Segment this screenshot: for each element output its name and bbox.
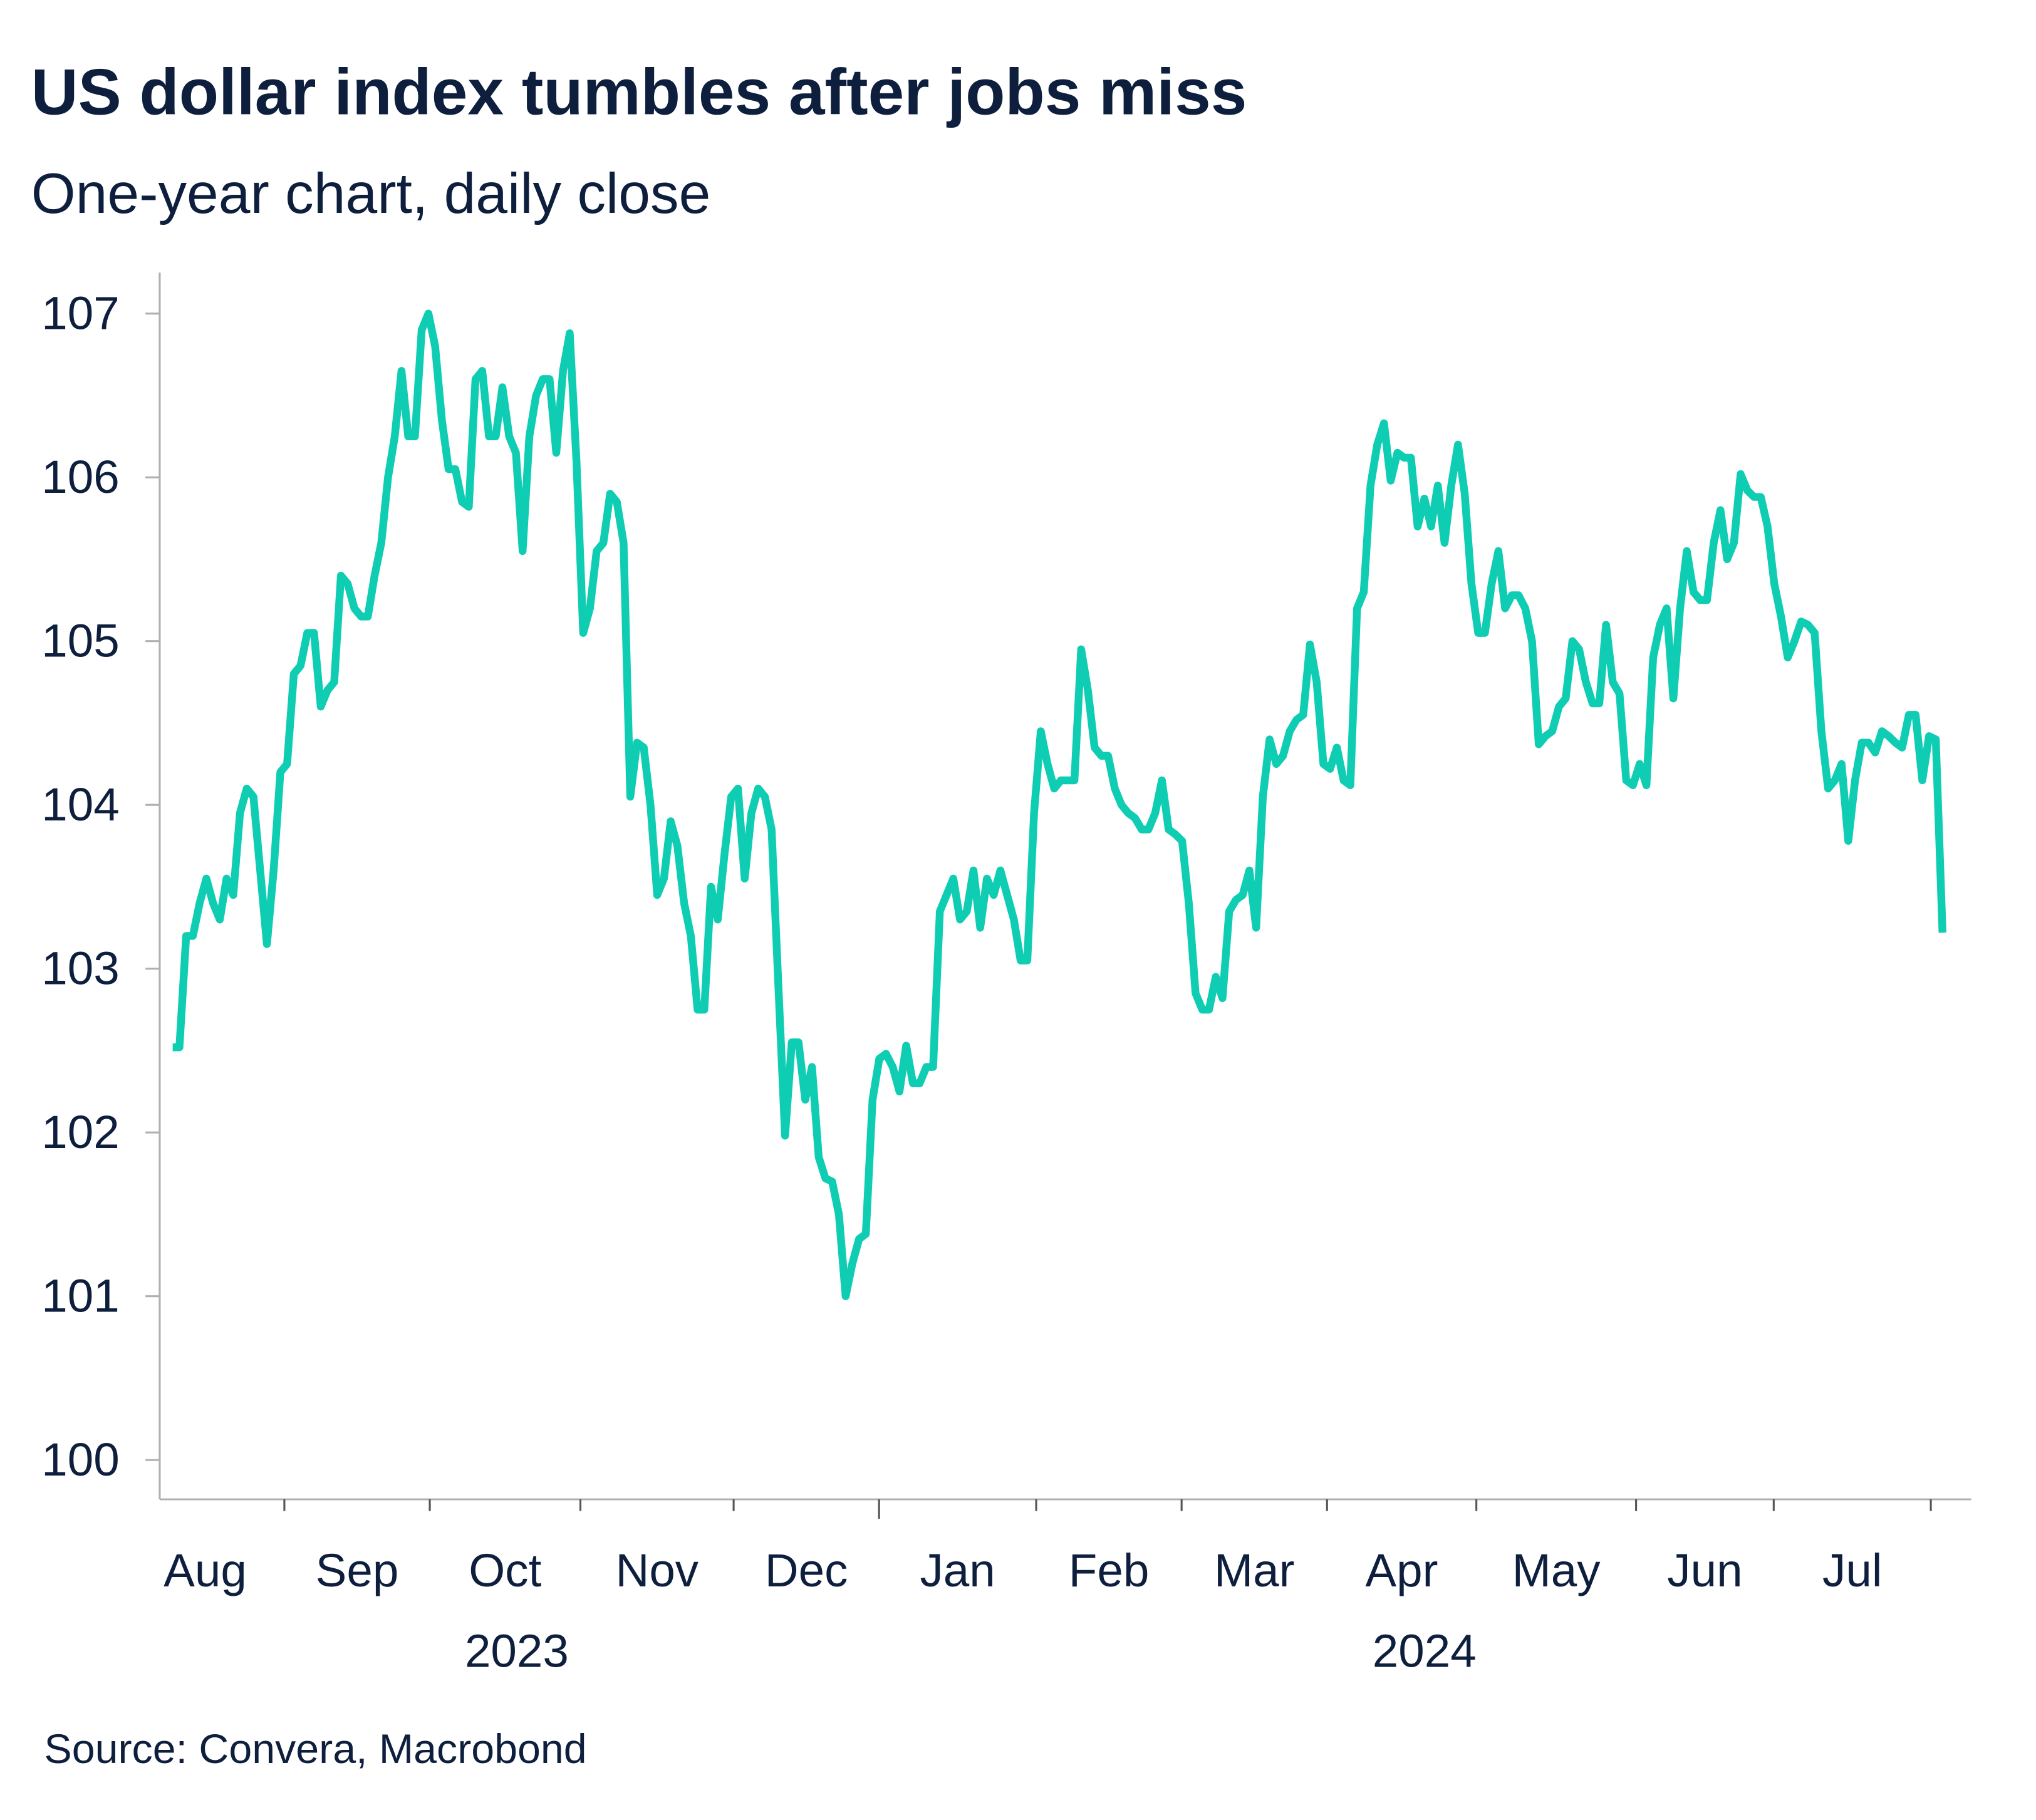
chart-title: US dollar index tumbles after jobs miss bbox=[31, 55, 1247, 128]
y-tick-label: 100 bbox=[41, 1433, 119, 1486]
x-tick-label: Aug bbox=[164, 1544, 247, 1596]
y-tick-label: 106 bbox=[41, 450, 119, 503]
source-note: Source: Convera, Macrobond bbox=[44, 1726, 586, 1772]
x-tick-label: Oct bbox=[469, 1544, 541, 1596]
data-line bbox=[172, 309, 1946, 1300]
x-tick-label: Sep bbox=[316, 1544, 399, 1596]
chart-subtitle: One-year chart, daily close bbox=[31, 162, 711, 225]
y-tick-label: 102 bbox=[41, 1105, 119, 1158]
y-tick-label: 101 bbox=[41, 1269, 119, 1322]
x-tick-label: Jul bbox=[1822, 1544, 1882, 1596]
x-tick-label: Jun bbox=[1667, 1544, 1742, 1596]
x-tick-label: Mar bbox=[1214, 1544, 1295, 1596]
x-tick-label: Jan bbox=[920, 1544, 995, 1596]
y-tick-label: 107 bbox=[41, 287, 119, 339]
y-tick-label: 105 bbox=[41, 614, 119, 667]
x-tick-label: Feb bbox=[1069, 1544, 1150, 1596]
x-group-label: 2023 bbox=[465, 1624, 569, 1677]
x-group-label: 2024 bbox=[1373, 1624, 1477, 1677]
y-tick-label: 103 bbox=[41, 942, 119, 995]
x-tick-label: Nov bbox=[615, 1544, 699, 1596]
x-tick-label: Dec bbox=[765, 1544, 848, 1596]
x-tick-label: May bbox=[1512, 1544, 1601, 1596]
x-tick-label: Apr bbox=[1365, 1544, 1438, 1596]
y-tick-label: 104 bbox=[41, 778, 119, 830]
